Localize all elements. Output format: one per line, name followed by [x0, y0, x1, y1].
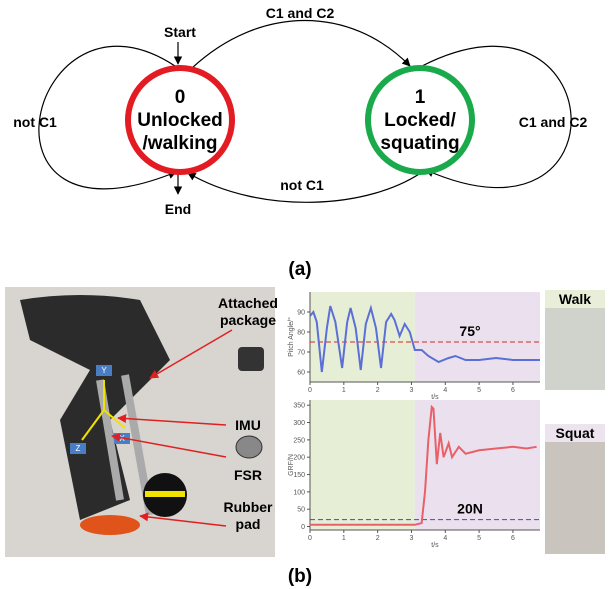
- state-edges: [39, 20, 571, 202]
- y-tick-label: 90: [297, 310, 305, 317]
- axis-label: Y: [101, 366, 107, 375]
- x-tick-label: 0: [308, 387, 312, 394]
- photo-label: Walk: [559, 291, 591, 307]
- x-tick-label: 3: [410, 535, 414, 542]
- photo-label: Squat: [556, 425, 595, 441]
- state-label: Locked/: [384, 110, 457, 131]
- reference-label: 75°: [459, 323, 480, 339]
- x-axis-label: t/s: [431, 542, 439, 549]
- phase-region: [310, 400, 415, 530]
- state-label: squating: [380, 133, 459, 154]
- y-tick-label: 60: [297, 370, 305, 377]
- x-tick-label: 2: [376, 535, 380, 542]
- figure: 0 Unlocked /walking 1 Locked/ squating C…: [0, 0, 611, 589]
- callout-label: FSR: [234, 467, 262, 483]
- end-label: End: [165, 201, 191, 217]
- x-tick-label: 1: [342, 387, 346, 394]
- y-tick-label: 70: [297, 350, 305, 357]
- x-tick-label: 1: [342, 535, 346, 542]
- x-tick-label: 4: [443, 535, 447, 542]
- start-label: Start: [164, 24, 196, 40]
- state-id: 1: [415, 87, 426, 108]
- x-tick-label: 2: [376, 387, 380, 394]
- y-tick-label: 100: [293, 489, 305, 496]
- shoe: [80, 515, 140, 535]
- state-id: 0: [175, 87, 186, 108]
- y-tick-label: 50: [297, 507, 305, 514]
- axis-label: Z: [76, 444, 81, 453]
- callout-label: package: [220, 312, 276, 328]
- x-tick-label: 3: [410, 387, 414, 394]
- y-axis-label: Pitch Angle/°: [287, 317, 295, 357]
- x-tick-label: 5: [477, 387, 481, 394]
- page: 0 Unlocked /walking 1 Locked/ squating C…: [0, 0, 611, 589]
- edge-label: C1 and C2: [519, 114, 588, 130]
- fsr-icon: [236, 436, 262, 458]
- y-tick-label: 250: [293, 437, 305, 444]
- callout-label: Rubber: [224, 499, 274, 515]
- callout-label: pad: [236, 516, 261, 532]
- package-icon: [238, 347, 264, 371]
- edge-label: C1 and C2: [266, 5, 335, 21]
- x-tick-label: 0: [308, 535, 312, 542]
- reference-label: 20N: [457, 501, 483, 517]
- callout-label: IMU: [235, 417, 261, 433]
- panel-label: (a): [288, 259, 311, 280]
- x-tick-label: 4: [443, 387, 447, 394]
- state-label: Unlocked: [137, 110, 223, 131]
- x-tick-label: 6: [511, 387, 515, 394]
- edge: [192, 20, 410, 68]
- state-label: /walking: [143, 133, 218, 154]
- x-axis-label: t/s: [431, 394, 439, 401]
- y-axis-label: GRF/N: [288, 454, 295, 476]
- pad-fsr: [145, 491, 185, 497]
- edge-label: not C1: [13, 114, 57, 130]
- callout-label: Attached: [218, 295, 278, 311]
- y-tick-label: 200: [293, 455, 305, 462]
- y-tick-label: 350: [293, 403, 305, 410]
- edge-label: not C1: [280, 177, 324, 193]
- y-tick-label: 0: [301, 524, 305, 531]
- y-tick-label: 300: [293, 420, 305, 427]
- x-tick-label: 6: [511, 535, 515, 542]
- x-tick-label: 5: [477, 535, 481, 542]
- squat-photo: [545, 424, 605, 554]
- panel-label: (b): [288, 566, 312, 587]
- y-tick-label: 80: [297, 330, 305, 337]
- y-tick-label: 150: [293, 472, 305, 479]
